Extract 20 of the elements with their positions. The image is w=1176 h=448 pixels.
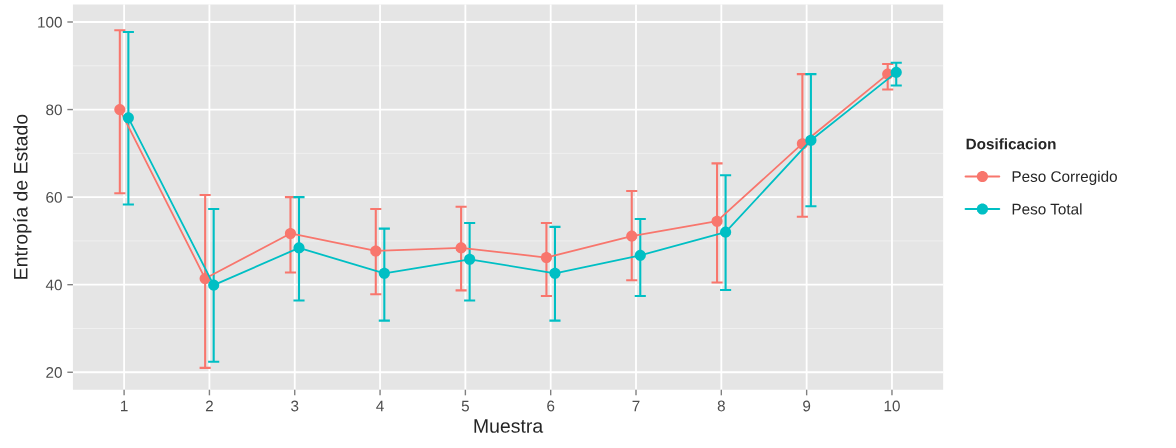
x-tick-label: 10 [884, 400, 900, 412]
x-tick-label: 2 [205, 400, 213, 412]
y-tick-label: 80 [46, 104, 62, 116]
x-tick-label: 1 [121, 400, 128, 412]
y-tick-label: 60 [46, 191, 62, 203]
y-tick-label: 40 [45, 279, 62, 291]
x-tick-label: 3 [291, 400, 299, 412]
x-tick-label: 5 [461, 400, 469, 412]
x-axis-title: Muestra [474, 419, 544, 433]
x-tick-label: 8 [717, 400, 725, 412]
x-tick-label: 7 [632, 400, 640, 412]
legend-label: Peso Corregido [1012, 170, 1117, 185]
y-tick-label: 20 [46, 367, 62, 378]
legend-label: Peso Total [1012, 203, 1082, 215]
x-tick-label: 4 [376, 400, 384, 412]
y-tick-label: 100 [38, 16, 62, 28]
x-tick-label: 9 [803, 400, 811, 412]
legend-title: Dosificacion [966, 138, 1056, 150]
x-tick-label: 6 [547, 400, 555, 412]
y-axis-title: Entropía de Estado [13, 114, 32, 279]
